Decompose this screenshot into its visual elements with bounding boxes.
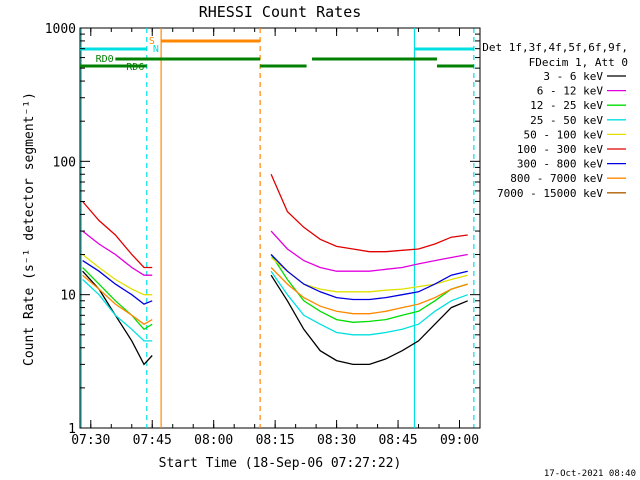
series-layer — [82, 174, 468, 366]
y-tick-label: 10 — [60, 289, 76, 304]
legend-entry-label: 100 - 300 keV — [517, 143, 603, 156]
x-axis-label: Start Time (18-Sep-06 07:27:22) — [159, 456, 402, 471]
status-label-s: S — [149, 36, 155, 47]
legend: Det 1f,3f,4f,5f,6f,9f, FDecim 1, Att 0 3… — [482, 41, 628, 200]
legend-entry-label: 800 - 7000 keV — [510, 172, 603, 185]
y-tick-label: 1 — [68, 422, 76, 437]
status-label-rd6: RD6 — [126, 62, 144, 73]
status-layer: NS RD0 RD6 — [80, 36, 474, 73]
y-tick-label: 1000 — [45, 22, 76, 37]
series-line — [82, 270, 468, 366]
x-tick-label: 08:45 — [378, 433, 417, 448]
legend-entry-label: 7000 - 15000 keV — [497, 187, 603, 200]
x-tick-label: 08:15 — [256, 433, 295, 448]
series-line — [82, 254, 468, 305]
y-tick-label: 100 — [53, 155, 76, 170]
series-line — [82, 253, 468, 296]
chart-title: RHESSI Count Rates — [199, 3, 362, 21]
x-tick-label: 08:30 — [317, 433, 356, 448]
x-tick-label: 07:30 — [71, 433, 110, 448]
series-line — [82, 267, 468, 325]
legend-header-line-1: Det 1f,3f,4f,5f,6f,9f, — [482, 41, 628, 54]
plot-frame — [79, 27, 481, 429]
footer-date: 17-Oct-2021 08:40 — [544, 469, 636, 479]
x-tick-label: 07:45 — [133, 433, 172, 448]
series-line — [82, 254, 468, 331]
legend-entry-label: 25 - 50 keV — [530, 114, 603, 127]
legend-entry-label: 300 - 800 keV — [517, 158, 603, 171]
status-label-rd0: RD0 — [96, 54, 114, 65]
legend-entry-label: 6 - 12 keV — [537, 85, 604, 98]
legend-entry-label: 50 - 100 keV — [524, 128, 604, 141]
legend-entry-label: 3 - 6 keV — [543, 70, 603, 83]
x-tick-label: 09:00 — [440, 433, 479, 448]
plot-area — [79, 27, 481, 429]
status-label-n: N — [153, 44, 159, 55]
y-axis-label: Count Rate (s⁻¹ detector segment⁻¹) — [22, 92, 37, 366]
legend-entry-label: 12 - 25 keV — [530, 99, 603, 112]
series-line — [82, 174, 468, 269]
x-tick-label: 08:00 — [194, 433, 233, 448]
legend-header-line-2: FDecim 1, Att 0 — [529, 56, 628, 69]
series-line — [82, 270, 468, 342]
axes-layer: 1 10 100 1000 07:30 07:45 08:00 08:15 08:30 08:45… — [45, 22, 480, 448]
series-line — [82, 230, 468, 276]
